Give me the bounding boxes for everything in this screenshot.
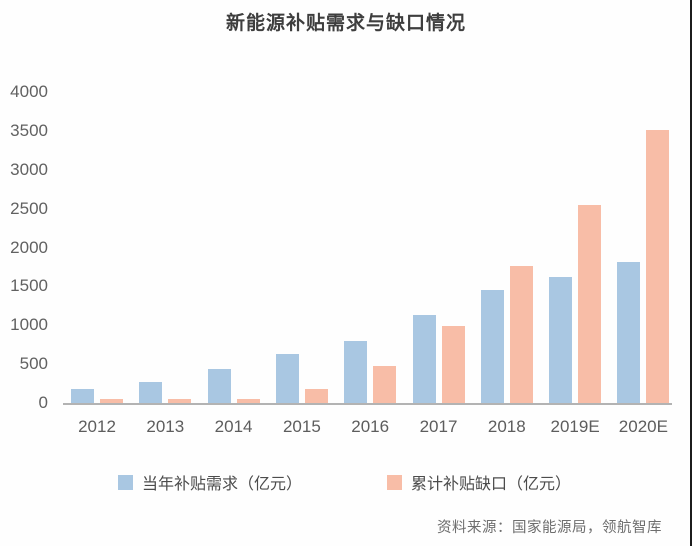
screenshot-right-border (690, 0, 692, 546)
plot-area (63, 92, 672, 405)
x-tick-label: 2020E (618, 417, 668, 436)
bar-gap-2019E (578, 204, 602, 403)
x-tick-label: 2013 (146, 417, 185, 436)
legend-item-demand: 当年补贴需求（亿元） (118, 470, 302, 494)
y-tick-label: 500 (19, 354, 48, 374)
x-tick-label: 2014 (214, 417, 253, 436)
y-axis: 4000 3500 3000 2500 2000 1500 1000 500 0 (0, 82, 48, 412)
bar-demand-2015 (275, 354, 299, 403)
bar-gap-2018 (509, 266, 533, 403)
y-tick-label: 3500 (10, 120, 48, 140)
bar-demand-2012 (71, 389, 94, 403)
y-tick-label: 2500 (10, 198, 48, 218)
y-tick-label: 0 (38, 393, 48, 412)
x-tick-label: 2019E (550, 417, 600, 436)
y-tick-label: 2000 (10, 237, 48, 257)
x-tick-label: 2012 (78, 417, 116, 436)
bar-gap-2017 (441, 326, 465, 403)
x-tick-label: 2016 (351, 417, 390, 436)
bar-gap-2013 (168, 399, 192, 403)
bar-demand-2019E (549, 277, 573, 403)
legend-label-demand: 当年补贴需求（亿元） (142, 476, 303, 493)
x-axis: 2012 2013 2014 2015 2016 2017 2018 2019E 2020E (63, 417, 672, 441)
bar-demand-2017 (412, 315, 436, 403)
bar-gap-2014 (236, 399, 260, 403)
x-tick-label: 2018 (487, 417, 526, 436)
source-line: 资料来源：国家能源局，领航智库 (437, 520, 662, 536)
legend-label-gap: 累计补贴缺口（亿元） (411, 476, 572, 493)
y-tick-label: 3000 (10, 159, 48, 179)
x-tick-label: 2015 (282, 417, 321, 436)
legend-swatch-demand-icon (118, 474, 133, 490)
bar-gap-2016 (373, 365, 397, 403)
legend-item-gap: 累计补贴缺口（亿元） (387, 470, 571, 494)
legend-swatch-gap-icon (387, 474, 402, 490)
y-tick-label: 4000 (10, 82, 48, 101)
y-tick-label: 1000 (10, 315, 48, 335)
x-tick-label: 2017 (419, 417, 458, 436)
bar-demand-2014 (207, 368, 231, 403)
chart-title: 新能源补贴需求与缺口情况 (225, 13, 466, 34)
bar-gap-2015 (304, 389, 328, 403)
bar-gap-2012 (100, 399, 123, 403)
bar-demand-2016 (344, 340, 368, 403)
bar-demand-2013 (139, 382, 163, 403)
bar-gap-2020E (646, 130, 670, 403)
y-tick-label: 1500 (10, 276, 48, 296)
legend: 当年补贴需求（亿元） 累计补贴缺口（亿元） (0, 470, 692, 494)
bar-demand-2020E (617, 262, 641, 403)
bar-demand-2018 (480, 289, 504, 403)
